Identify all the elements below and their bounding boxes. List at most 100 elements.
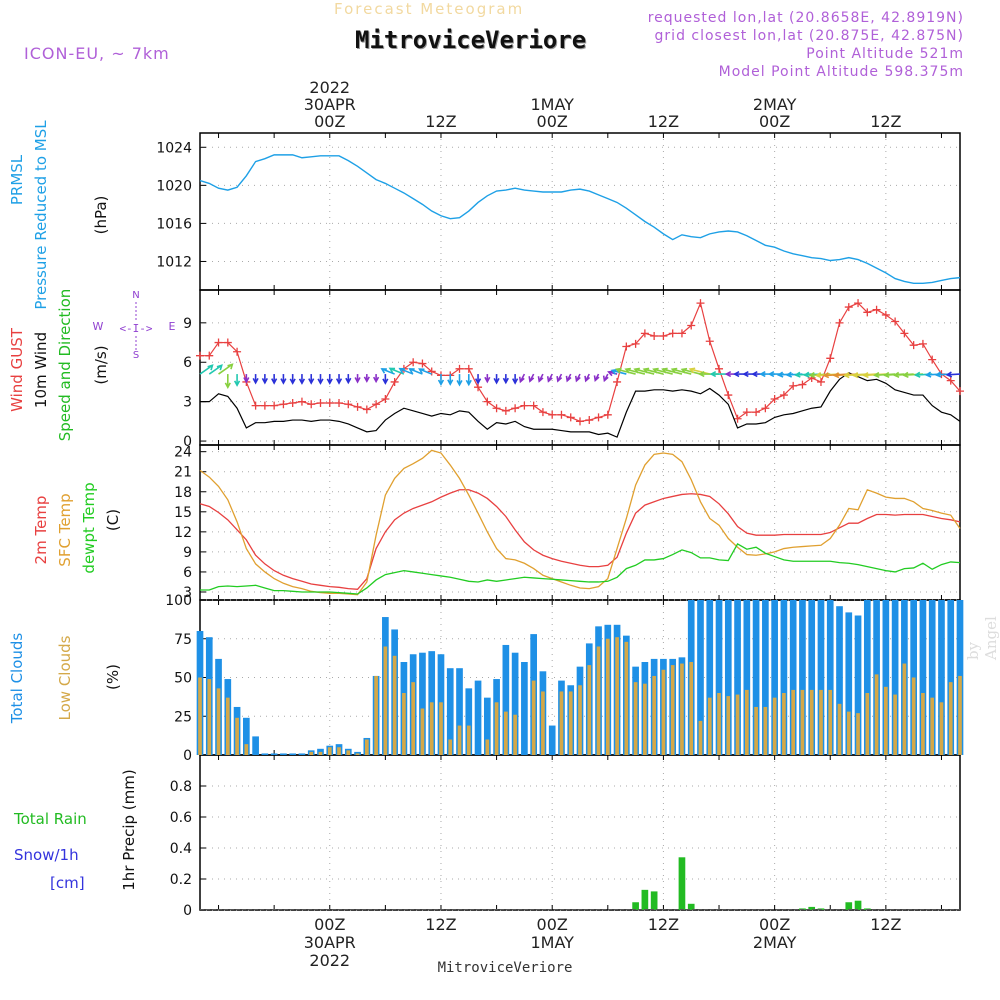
gust-point <box>715 364 724 373</box>
gust-point <box>789 381 798 390</box>
temp-sfc-label: SFC Temp <box>56 493 74 566</box>
wind-arrow-head <box>751 370 758 378</box>
temp-dew-label: dewpt Temp <box>80 482 98 573</box>
gust-point <box>826 354 835 363</box>
panel-frame <box>199 754 961 911</box>
wind-arrow <box>643 368 664 375</box>
low-cloud-bar <box>309 751 314 755</box>
rain-bar <box>687 903 695 910</box>
ytick-label: 9 <box>183 316 192 332</box>
low-cloud-bar <box>318 751 323 755</box>
wind-arrow-head <box>388 367 396 374</box>
wind-arrow <box>199 364 213 375</box>
chart-title: MitroviceVeriore <box>355 26 587 54</box>
wind-arrow-head <box>593 375 600 382</box>
gust-point <box>566 413 575 422</box>
total-cloud-bar <box>752 600 760 755</box>
wind-arrow-head <box>556 375 563 383</box>
wind-arrow-head <box>642 367 650 374</box>
ytick-label: 0 <box>183 748 192 764</box>
low-cloud-bar <box>837 703 842 755</box>
wind-arrow-head <box>326 378 333 385</box>
gust-point <box>770 395 779 404</box>
wind-arrow-head <box>308 378 315 385</box>
wind-arrow-head <box>298 378 306 385</box>
gust-point <box>863 308 872 317</box>
total-cloud-bar <box>548 725 556 755</box>
wind-arrow-head <box>546 376 553 383</box>
wind-arrow <box>399 367 414 375</box>
pressure-line <box>199 154 961 285</box>
low-cloud-bar <box>846 711 851 755</box>
snow-label: Snow/1h <box>14 846 79 864</box>
total-cloud-bar <box>891 600 899 755</box>
total-cloud-bar <box>446 668 454 755</box>
time-label-top: 00Z <box>314 112 345 131</box>
compass-arrows: <-I-> <box>119 322 152 335</box>
gust-point <box>631 339 640 348</box>
low-cloud-bar <box>513 714 517 755</box>
gust-point <box>260 401 269 410</box>
wind-arrow <box>653 368 673 375</box>
compass-w: W <box>93 320 104 333</box>
total-cloud-bar <box>270 753 278 755</box>
wind-arrow <box>662 368 683 375</box>
gust-point <box>223 338 232 347</box>
compass-e: E <box>169 320 176 333</box>
wind-arrow-head <box>289 378 296 385</box>
rain-bar <box>854 900 862 910</box>
wind-arrow-head <box>418 368 425 374</box>
precip-bars <box>632 857 871 910</box>
ytick-label: 0.8 <box>170 779 192 795</box>
wind-arrow-head <box>767 370 775 378</box>
low-cloud-bar <box>652 675 656 755</box>
gust-point <box>372 400 381 409</box>
time-label-bottom: 12Z <box>425 915 456 934</box>
wind-arrow-head <box>913 371 921 378</box>
gust-point <box>251 401 260 410</box>
pressure-label-short: PRMSL <box>8 154 26 205</box>
model-label: ICON-EU, ~ 7km <box>24 44 170 63</box>
ytick-label: 1012 <box>156 254 192 270</box>
time-label-bottom: 00Z <box>314 915 345 934</box>
temp-sfc-line <box>199 449 961 596</box>
low-cloud-bar <box>707 697 712 755</box>
wind-arrow <box>409 368 423 375</box>
gust-point <box>872 305 881 314</box>
low-cloud-bar <box>828 689 833 755</box>
time-label-top: 00Z <box>759 112 790 131</box>
wind-arrow-head <box>252 378 259 385</box>
low-cloud-bar <box>568 691 573 755</box>
low-cloud-bar <box>346 750 351 755</box>
low-cloud-bar <box>383 646 388 755</box>
wind-arrow-head <box>537 376 544 383</box>
model-point-altitude: Model Point Altitude 598.375m <box>718 64 964 80</box>
time-label-top: 2022 <box>309 78 350 97</box>
wind-arrow-head <box>843 372 850 379</box>
low-cloud-bar <box>772 697 777 755</box>
gust-point <box>854 299 863 308</box>
wind-arrow-head <box>924 371 932 378</box>
total-cloud-bar <box>261 753 269 755</box>
low-cloud-bar <box>958 675 962 755</box>
low-cloud-bar <box>698 720 703 755</box>
low-cloud-bar <box>596 646 601 755</box>
total-cloud-bar <box>465 688 473 755</box>
gust-point <box>816 377 825 386</box>
precip-unit: 1hr Precip (mm) <box>120 769 138 890</box>
total-cloud-bar <box>743 600 751 755</box>
low-cloud-bar <box>605 638 610 755</box>
rain-bar <box>641 889 649 910</box>
low-cloud-bar <box>902 663 907 755</box>
ytick-label: 15 <box>174 505 192 521</box>
time-label-bottom: 00Z <box>759 915 790 934</box>
wind-arrow <box>616 368 636 375</box>
gust-point <box>279 400 288 409</box>
snow-unit-label: [cm] <box>50 874 85 892</box>
ytick-label: 75 <box>174 632 192 648</box>
wind-arrow-head <box>882 371 890 379</box>
gust-point <box>585 416 594 425</box>
total-clouds-label: Total Clouds <box>8 633 26 725</box>
wind-arrow-head <box>814 372 822 379</box>
gust-point <box>297 397 306 406</box>
